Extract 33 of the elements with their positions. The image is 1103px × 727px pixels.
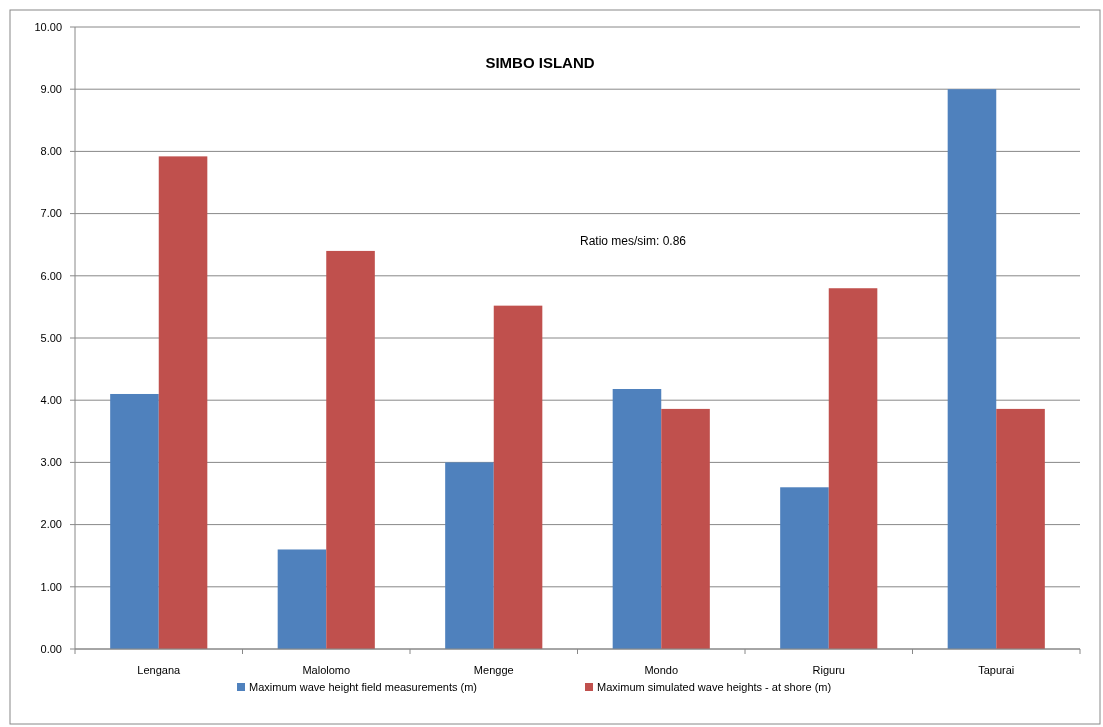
y-tick-label: 6.00 <box>40 269 62 282</box>
bar <box>326 250 375 649</box>
bar <box>828 288 878 649</box>
bar <box>277 549 327 649</box>
y-tick-label: 1.00 <box>40 580 62 593</box>
text: SIMBO ISLAND <box>485 54 595 71</box>
bar <box>158 156 208 649</box>
bar <box>996 408 1045 649</box>
y-tick-label: 0.00 <box>40 642 62 655</box>
y-tick-label: 2.00 <box>40 518 62 531</box>
y-tick-label: 8.00 <box>40 145 62 158</box>
y-tick-label: 5.00 <box>40 331 62 344</box>
y-tick-label: 10.00 <box>34 20 62 33</box>
y-tick-label: 9.00 <box>40 83 62 96</box>
bar <box>947 89 997 649</box>
x-tick-label: Mengge <box>473 664 514 676</box>
bar <box>445 462 494 649</box>
bar <box>661 408 710 649</box>
x-tick-label: Riguru <box>812 664 845 676</box>
bar <box>110 393 159 649</box>
x-tick-label: Mondo <box>644 664 679 676</box>
bar <box>780 487 829 649</box>
annotation: Ratio mes/sim: 0.86 <box>580 234 687 248</box>
x-tick-label: Tapurai <box>978 664 1015 676</box>
x-tick-label: Malolomo <box>302 664 351 676</box>
bar <box>612 389 662 649</box>
bar <box>493 305 543 649</box>
y-tick-label: 4.00 <box>40 394 62 407</box>
legend-label: Maximum wave height field measurements (m) <box>249 680 478 693</box>
x-tick-label: Lengana <box>137 664 182 676</box>
y-tick-label: 7.00 <box>40 207 62 220</box>
legend-label: Maximum simulated wave heights - at shore (m) <box>597 680 832 693</box>
y-tick-label: 3.00 <box>40 456 62 469</box>
